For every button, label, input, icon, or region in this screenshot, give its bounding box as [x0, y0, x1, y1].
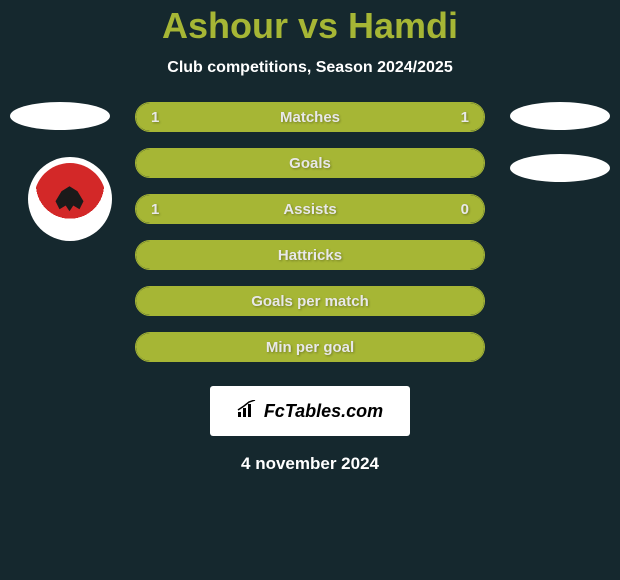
stat-row: Hattricks: [135, 240, 485, 270]
player-badge-right-2: [510, 154, 610, 182]
fctables-badge[interactable]: FcTables.com: [210, 386, 410, 436]
stat-row: Min per goal: [135, 332, 485, 362]
main-container: Ashour vs Hamdi Club competitions, Seaso…: [0, 0, 620, 580]
subtitle: Club competitions, Season 2024/2025: [167, 59, 452, 77]
al-ahly-logo: [34, 163, 106, 235]
player-badge-right-1: [510, 102, 610, 130]
stat-label: Matches: [136, 109, 484, 126]
date-text: 4 november 2024: [241, 454, 379, 474]
page-title: Ashour vs Hamdi: [162, 5, 458, 47]
stat-value-right: 1: [461, 109, 469, 126]
stat-label: Assists: [136, 201, 484, 218]
stat-label: Goals: [136, 155, 484, 172]
stat-row: 1Assists0: [135, 194, 485, 224]
stat-value-right: 0: [461, 201, 469, 218]
player-badge-left: [10, 102, 110, 130]
stat-row: Goals per match: [135, 286, 485, 316]
stat-label: Hattricks: [136, 247, 484, 264]
fctables-label: FcTables.com: [264, 401, 383, 422]
chart-icon: [237, 400, 259, 423]
stat-label: Min per goal: [136, 339, 484, 356]
stats-section: 1Matches1Goals1Assists0HattricksGoals pe…: [0, 102, 620, 378]
club-logo-left: [28, 157, 112, 241]
stat-row: 1Matches1: [135, 102, 485, 132]
stat-row: Goals: [135, 148, 485, 178]
stat-label: Goals per match: [136, 293, 484, 310]
eagle-icon: [48, 183, 93, 218]
